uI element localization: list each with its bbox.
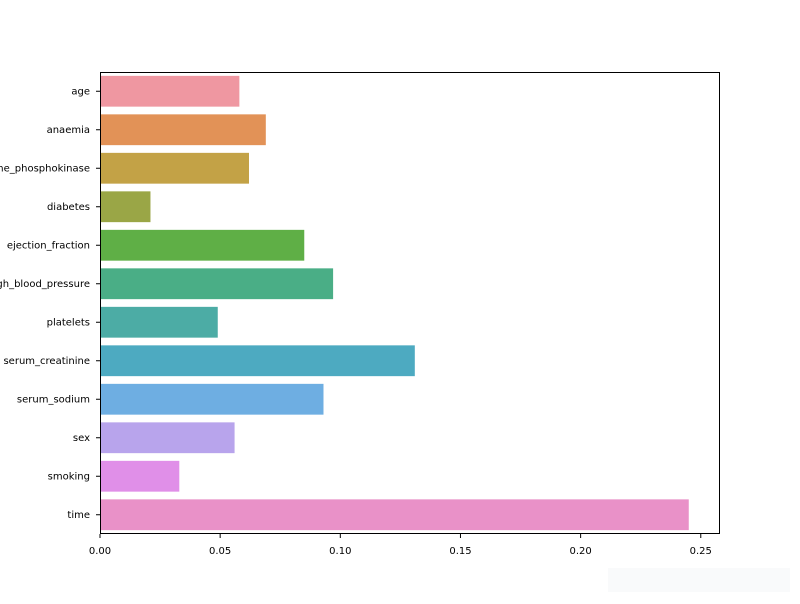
bar-high_blood_pressure [100, 268, 334, 300]
x-tick-label: 0.25 [690, 546, 712, 557]
y-tick-label: serum_creatinine [3, 356, 90, 367]
bar-serum_creatinine [100, 345, 415, 377]
y-tick-label: age [71, 86, 90, 97]
x-tick-label: 0.15 [449, 546, 471, 557]
y-axis-ticks: age anaemia creatinine_phosphokinasediabet… [0, 86, 100, 521]
y-tick-label: diabetes [47, 202, 90, 213]
bar-age [100, 75, 240, 107]
x-tick-label: 0.05 [209, 546, 231, 557]
bar-platelets [100, 306, 218, 338]
x-tick-label: 0.20 [569, 546, 591, 557]
bar-smoking [100, 460, 180, 492]
y-tick-label: creatinine_phosphokinase [0, 163, 90, 174]
y-tick-label: sex [73, 433, 90, 444]
y-tick-label: high_blood_pressure [0, 279, 90, 290]
bottom-right-strip [608, 568, 790, 592]
bars-group [100, 75, 689, 531]
x-tick-label: 0.00 [89, 546, 111, 557]
plot-frame [100, 72, 720, 534]
y-tick-label: platelets [47, 317, 90, 328]
y-tick-label: smoking [48, 471, 90, 482]
y-tick-label: time [67, 510, 90, 521]
bar-sex [100, 422, 235, 454]
bar-creatinine_phosphokinase [100, 152, 249, 184]
bar-anaemia [100, 114, 266, 146]
y-tick-label: ejection_fraction [7, 240, 90, 251]
bar-ejection_fraction [100, 229, 305, 261]
bar-time [100, 499, 689, 531]
bar-serum_sodium [100, 383, 324, 415]
x-tick-label: 0.10 [329, 546, 351, 557]
bar-diabetes [100, 191, 151, 223]
y-tick-label: anaemia [47, 125, 90, 136]
y-tick-label: serum_sodium [17, 394, 90, 405]
x-axis-ticks: 0.00 0.05 0.10 0.15 0.20 0.25 [89, 534, 712, 557]
